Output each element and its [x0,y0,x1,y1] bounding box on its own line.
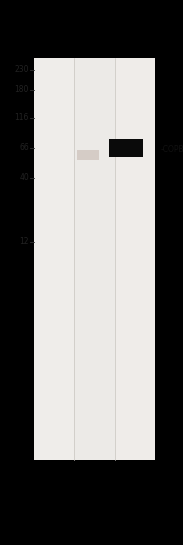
Text: 12: 12 [20,238,29,246]
Bar [115,58,155,460]
Text: 180: 180 [15,86,29,94]
Bar [74,58,115,460]
Bar [109,139,143,157]
Text: 230: 230 [14,65,29,75]
Bar [77,150,99,160]
Text: 66: 66 [19,143,29,153]
Bar [34,58,155,460]
Bar [34,58,74,460]
Text: 40: 40 [19,173,29,183]
Text: 116: 116 [15,113,29,123]
Text: -COPB1: -COPB1 [161,146,183,154]
